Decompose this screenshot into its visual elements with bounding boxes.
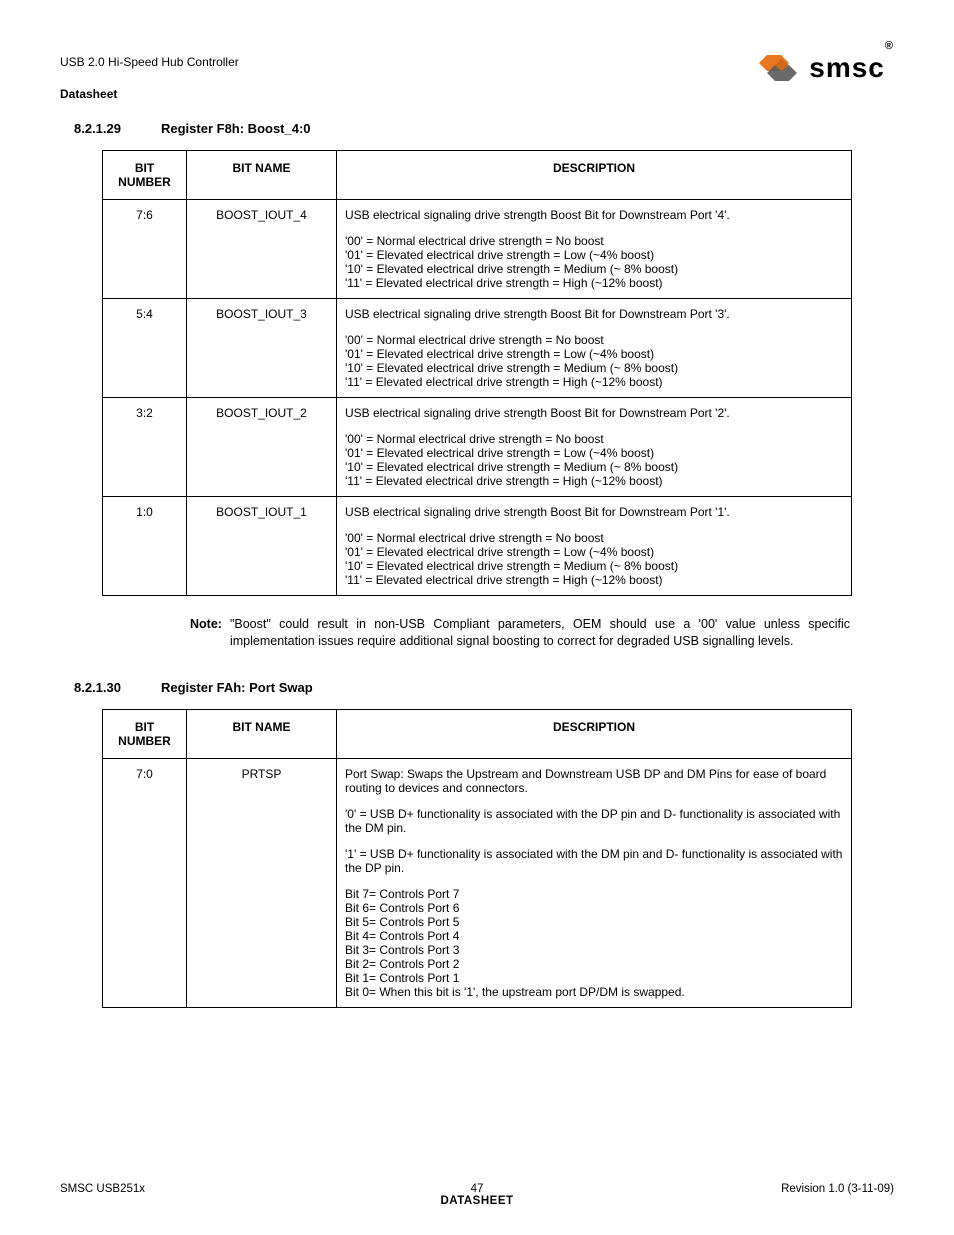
register-table-boost: BIT NUMBER BIT NAME DESCRIPTION 7:6BOOST… — [102, 150, 852, 596]
cell-bit-number: 7:6 — [103, 200, 187, 299]
note-block: Note: "Boost" could result in non-USB Co… — [190, 616, 850, 650]
logo-icon — [755, 51, 801, 85]
cell-bit-name: BOOST_IOUT_1 — [187, 497, 337, 596]
section-title: Register FAh: Port Swap — [161, 680, 313, 695]
cell-bit-number: 3:2 — [103, 398, 187, 497]
cell-bit-name: BOOST_IOUT_2 — [187, 398, 337, 497]
section-number: 8.2.1.30 — [74, 680, 121, 695]
doc-subtitle: Datasheet — [60, 87, 239, 101]
section-number: 8.2.1.29 — [74, 121, 121, 136]
col-header-name: BIT NAME — [187, 151, 337, 200]
cell-bit-number: 1:0 — [103, 497, 187, 596]
col-header-bit: BIT NUMBER — [103, 151, 187, 200]
note-text: "Boost" could result in non-USB Complian… — [230, 616, 850, 650]
cell-description: USB electrical signaling drive strength … — [337, 497, 852, 596]
footer-center: 47 DATASHEET — [60, 1183, 894, 1207]
cell-description: USB electrical signaling drive strength … — [337, 398, 852, 497]
page-header: USB 2.0 Hi-Speed Hub Controller Datashee… — [60, 55, 894, 101]
table-row: 7:0PRTSPPort Swap: Swaps the Upstream an… — [103, 758, 852, 1007]
cell-bit-number: 5:4 — [103, 299, 187, 398]
cell-description: USB electrical signaling drive strength … — [337, 299, 852, 398]
cell-bit-name: BOOST_IOUT_4 — [187, 200, 337, 299]
col-header-name: BIT NAME — [187, 709, 337, 758]
cell-bit-name: BOOST_IOUT_3 — [187, 299, 337, 398]
table-row: 7:6BOOST_IOUT_4USB electrical signaling … — [103, 200, 852, 299]
cell-bit-number: 7:0 — [103, 758, 187, 1007]
cell-description: Port Swap: Swaps the Upstream and Downst… — [337, 758, 852, 1007]
footer-page-number: 47 — [60, 1183, 894, 1195]
footer-datasheet-label: DATASHEET — [60, 1195, 894, 1207]
page-root: USB 2.0 Hi-Speed Hub Controller Datashee… — [0, 0, 954, 1235]
section-heading-1: 8.2.1.29 Register F8h: Boost_4:0 — [74, 121, 894, 136]
table-row: 5:4BOOST_IOUT_3USB electrical signaling … — [103, 299, 852, 398]
table-row: 3:2BOOST_IOUT_2USB electrical signaling … — [103, 398, 852, 497]
col-header-bit: BIT NUMBER — [103, 709, 187, 758]
register-table-portswap: BIT NUMBER BIT NAME DESCRIPTION 7:0PRTSP… — [102, 709, 852, 1008]
cell-bit-name: PRTSP — [187, 758, 337, 1007]
note-label: Note: — [190, 616, 222, 650]
table-header-row: BIT NUMBER BIT NAME DESCRIPTION — [103, 151, 852, 200]
section-heading-2: 8.2.1.30 Register FAh: Port Swap — [74, 680, 894, 695]
logo-text: smsc® — [809, 52, 894, 84]
table-header-row: BIT NUMBER BIT NAME DESCRIPTION — [103, 709, 852, 758]
page-footer: SMSC USB251x 47 DATASHEET Revision 1.0 (… — [60, 1183, 894, 1195]
section-title: Register F8h: Boost_4:0 — [161, 121, 311, 136]
company-logo: smsc® — [755, 51, 894, 85]
col-header-desc: DESCRIPTION — [337, 151, 852, 200]
header-left: USB 2.0 Hi-Speed Hub Controller Datashee… — [60, 55, 239, 101]
cell-description: USB electrical signaling drive strength … — [337, 200, 852, 299]
table-row: 1:0BOOST_IOUT_1USB electrical signaling … — [103, 497, 852, 596]
doc-title: USB 2.0 Hi-Speed Hub Controller — [60, 55, 239, 69]
col-header-desc: DESCRIPTION — [337, 709, 852, 758]
